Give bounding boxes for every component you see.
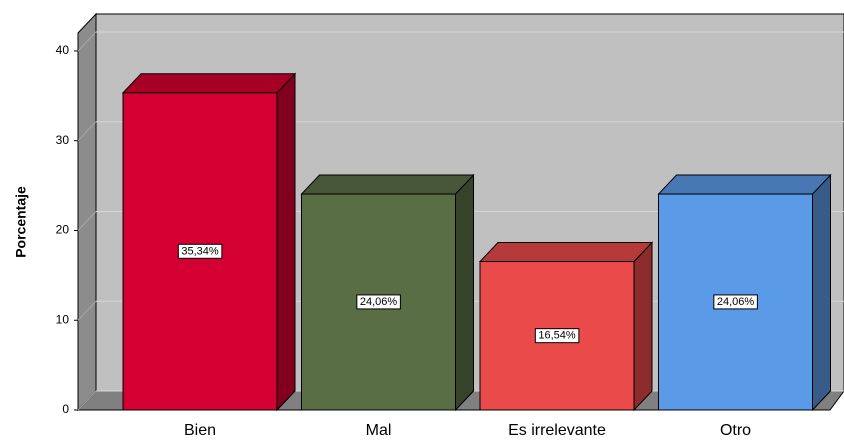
- bar: [121, 72, 297, 412]
- value-label: 35,34%: [181, 245, 219, 257]
- side-grid-line: [77, 211, 97, 231]
- bar-top: [121, 73, 297, 94]
- y-tick-label: 10: [56, 312, 70, 326]
- bar-top: [300, 174, 475, 195]
- x-tick-label: Otro: [720, 422, 751, 439]
- bar-top: [657, 174, 832, 195]
- value-label: 24,06%: [360, 296, 398, 308]
- value-label-box: [713, 294, 758, 310]
- value-label: 16,54%: [538, 330, 576, 342]
- y-tick-label: 40: [56, 43, 70, 57]
- y-tick-label: 30: [56, 133, 70, 147]
- side-grid-line: [77, 300, 97, 321]
- bar: [478, 241, 654, 412]
- x-tick-label: Bien: [184, 422, 216, 439]
- x-tick-label: Mal: [366, 422, 392, 439]
- side-wall: [77, 12, 97, 412]
- side-grid-line: [77, 121, 97, 142]
- bar-side: [633, 241, 653, 412]
- y-tick-label: 0: [62, 402, 69, 416]
- value-label-box: [534, 328, 580, 344]
- value-label-box: [356, 294, 401, 310]
- bar-side: [276, 72, 296, 412]
- bar: [657, 173, 832, 412]
- y-tick-label: 20: [56, 223, 70, 237]
- bar: [300, 173, 475, 412]
- value-label-box: [177, 243, 223, 259]
- bar-side: [812, 173, 831, 412]
- bar-side: [455, 173, 474, 412]
- side-grid-line: [77, 390, 97, 411]
- y-axis-label: Porcentaje: [13, 186, 29, 258]
- side-grid-line: [77, 31, 97, 52]
- value-label: 24,06%: [717, 296, 755, 308]
- bar-top: [478, 242, 654, 263]
- x-tick-label: Es irrelevante: [508, 422, 606, 439]
